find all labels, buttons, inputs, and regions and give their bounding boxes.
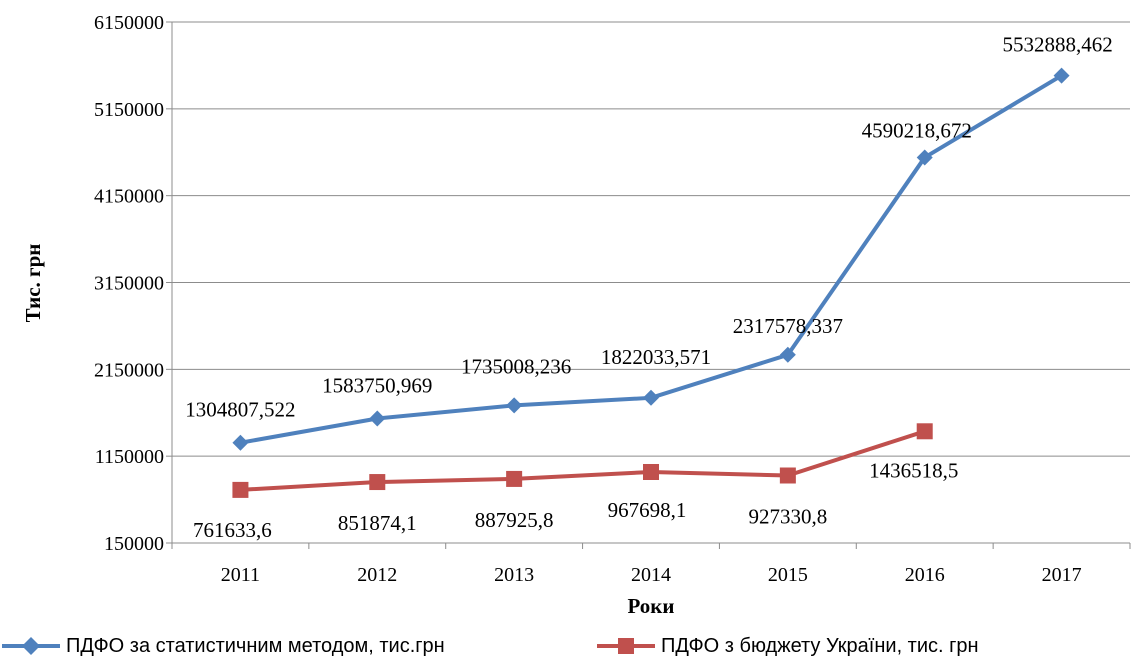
data-point-marker xyxy=(779,467,796,484)
data-point-marker xyxy=(1053,67,1070,84)
series-line-2 xyxy=(240,429,926,492)
data-point-marker xyxy=(232,434,249,451)
data-point-marker xyxy=(643,463,659,480)
data-label: 967698,1 xyxy=(608,498,687,522)
y-tick-label: 2150000 xyxy=(94,359,164,381)
line-chart: 150000 1150000 2150000 3150000 4150000 515000… xyxy=(21,12,1131,618)
data-point-marker xyxy=(643,389,659,406)
x-tick-label: 2015 xyxy=(768,564,808,586)
data-point-marker xyxy=(369,474,386,491)
gridlines xyxy=(172,21,1130,544)
data-point-marker xyxy=(916,423,933,440)
data-point-marker xyxy=(506,397,523,414)
x-tick-label: 2017 xyxy=(1042,564,1082,586)
x-tick-label: 2013 xyxy=(494,564,534,586)
y-tick-label: 1150000 xyxy=(95,446,164,468)
x-tick-label: 2012 xyxy=(357,564,397,586)
x-tick-labels: 2011 2012 2013 2014 2015 2016 2017 xyxy=(221,564,1082,586)
data-label: 2317578,337 xyxy=(733,314,843,338)
x-axis-title: Роки xyxy=(627,594,674,618)
legend-item-series-1: ПДФО за статистичним методом, тис.грн xyxy=(0,630,445,662)
series-lines xyxy=(232,67,1070,498)
y-tick-labels: 150000 1150000 2150000 3150000 4150000 515000… xyxy=(94,12,164,555)
data-label: 1436518,5 xyxy=(869,458,958,482)
data-label: 1822033,571 xyxy=(601,345,711,369)
data-label: 4590218,672 xyxy=(862,118,972,142)
legend: ПДФО за статистичним методом, тис.грн ПД… xyxy=(0,630,1132,666)
legend-item-series-2: ПДФО з бюджету України, тис. грн xyxy=(595,630,979,662)
x-tick-label: 2016 xyxy=(905,564,945,586)
data-point-marker xyxy=(506,470,523,487)
diamond-marker-icon xyxy=(2,637,60,655)
data-point-marker xyxy=(916,149,933,166)
data-labels: 1304807,522 1583750,969 1735008,236 1822033… xyxy=(185,33,1112,542)
data-label: 887925,8 xyxy=(475,508,554,532)
data-point-marker xyxy=(779,346,796,363)
data-label: 927330,8 xyxy=(748,505,827,529)
data-label: 1304807,522 xyxy=(185,398,295,422)
y-tick-label: 6150000 xyxy=(94,12,164,34)
x-tick-label: 2011 xyxy=(221,564,260,586)
y-tick-label: 5150000 xyxy=(94,99,164,121)
y-tick-label: 150000 xyxy=(104,533,164,555)
axes xyxy=(166,21,1131,549)
x-tick-label: 2014 xyxy=(631,564,671,586)
square-marker-icon xyxy=(597,638,655,654)
legend-label: ПДФО за статистичним методом, тис.грн xyxy=(66,634,445,657)
legend-label: ПДФО з бюджету України, тис. грн xyxy=(661,634,979,657)
y-axis-title: Тис. грн xyxy=(21,244,45,323)
data-label: 851874,1 xyxy=(338,511,417,535)
y-tick-label: 4150000 xyxy=(94,186,164,208)
data-point-marker xyxy=(369,410,386,427)
data-label: 5532888,462 xyxy=(1002,33,1112,57)
data-label: 1583750,969 xyxy=(322,374,432,398)
y-tick-label: 3150000 xyxy=(94,273,164,295)
data-label: 761633,6 xyxy=(193,518,272,542)
data-label: 1735008,236 xyxy=(461,354,571,378)
data-point-marker xyxy=(232,481,249,498)
